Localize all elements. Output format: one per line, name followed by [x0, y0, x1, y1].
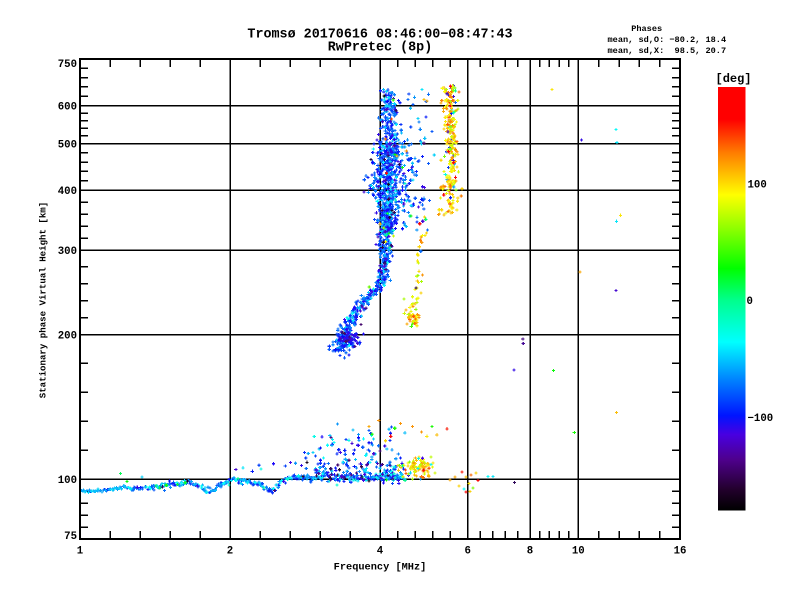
- svg-text:1: 1: [77, 546, 83, 558]
- svg-text:16: 16: [674, 546, 687, 558]
- svg-text:10: 10: [572, 546, 585, 558]
- svg-text:6: 6: [464, 546, 470, 558]
- svg-text:600: 600: [58, 102, 77, 114]
- svg-text:400: 400: [58, 186, 77, 198]
- svg-text:[deg]: [deg]: [716, 72, 752, 86]
- svg-text:8: 8: [527, 546, 533, 558]
- svg-text:RwPretec (8p): RwPretec (8p): [328, 41, 432, 56]
- svg-text:100: 100: [748, 179, 767, 191]
- svg-text:Phases: Phases: [631, 24, 662, 34]
- svg-text:−100: −100: [748, 413, 774, 425]
- svg-text:Tromsø 20170616 08:46:00−08:47: Tromsø 20170616 08:46:00−08:47:43: [247, 28, 512, 43]
- svg-text:750: 750: [58, 59, 77, 71]
- svg-text:Frequency [MHz]: Frequency [MHz]: [334, 561, 427, 573]
- svg-text:2: 2: [227, 546, 233, 558]
- svg-text:Stationary phase Virtual Heigh: Stationary phase Virtual Height [km]: [38, 202, 49, 398]
- svg-text:0: 0: [747, 296, 753, 308]
- svg-text:100: 100: [58, 475, 77, 487]
- svg-text:75: 75: [64, 531, 77, 543]
- svg-text:200: 200: [58, 331, 77, 343]
- svg-text:500: 500: [58, 140, 77, 152]
- svg-text:mean, sd,O: −80.2, 18.4: mean, sd,O: −80.2, 18.4: [608, 35, 727, 45]
- svg-text:4: 4: [377, 546, 384, 558]
- svg-text:300: 300: [58, 246, 77, 258]
- svg-text:mean, sd,X: 98.5, 20.7: mean, sd,X: 98.5, 20.7: [608, 46, 727, 56]
